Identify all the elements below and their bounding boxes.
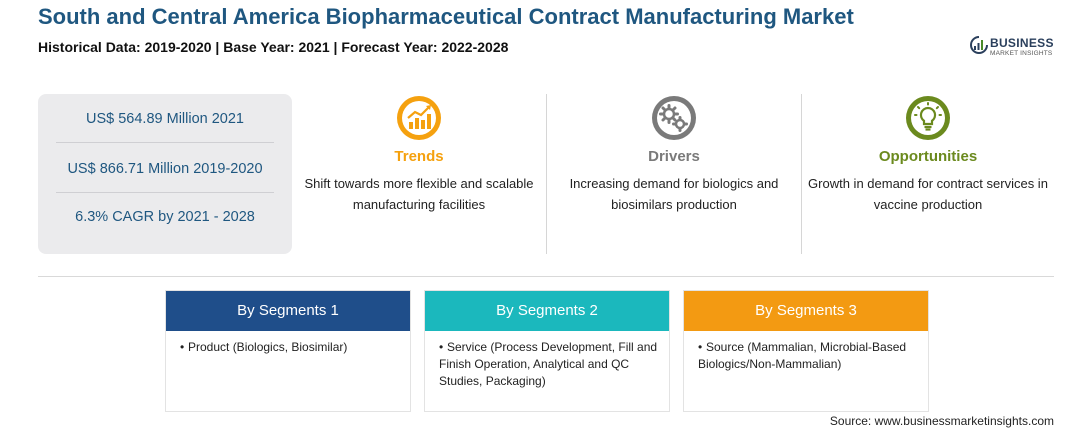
segment-2-header: By Segments 2 bbox=[425, 291, 669, 331]
segment-3-item: • Source (Mammalian, Microbial-Based Biol… bbox=[698, 340, 907, 371]
stat-divider bbox=[56, 142, 274, 143]
opportunities-text: Growth in demand for contract services i… bbox=[808, 176, 1048, 212]
source-note: Source: www.businessmarketinsights.com bbox=[829, 414, 1054, 428]
gears-icon bbox=[652, 96, 696, 140]
segment-2-item: • Service (Process Development, Fill and … bbox=[439, 340, 658, 388]
market-stats-panel: US$ 564.89 Million 2021 US$ 866.71 Milli… bbox=[38, 94, 292, 254]
drivers-card: Drivers Increasing demand for biologics … bbox=[549, 94, 799, 215]
segment-1-header: By Segments 1 bbox=[166, 291, 410, 331]
segment-3-header: By Segments 3 bbox=[684, 291, 928, 331]
drivers-label: Drivers bbox=[648, 148, 700, 165]
column-divider bbox=[801, 94, 802, 254]
lightbulb-icon bbox=[906, 96, 950, 140]
logo-sub-text: MARKET INSIGHTS bbox=[990, 50, 1053, 57]
segment-card-2: By Segments 2 • Service (Process Developm… bbox=[424, 290, 670, 412]
logo-icon bbox=[970, 36, 988, 54]
page-title: South and Central America Biopharmaceuti… bbox=[38, 4, 854, 29]
opportunities-label: Opportunities bbox=[878, 148, 978, 165]
stat-cagr: 6.3% CAGR by 2021 - 2028 bbox=[75, 209, 255, 225]
segment-card-1: By Segments 1 • Product (Biologics, Biosi… bbox=[165, 290, 411, 412]
trends-label: Trends bbox=[394, 148, 444, 165]
stat-market-historical: US$ 866.71 Million 2019-2020 bbox=[67, 161, 263, 177]
column-divider bbox=[546, 94, 547, 254]
segment-2-text: Service (Process Development, Fill and F… bbox=[439, 340, 658, 388]
stat-market-2021: US$ 564.89 Million 2021 bbox=[86, 111, 244, 127]
page-subtitle: Historical Data: 2019-2020 | Base Year: … bbox=[38, 39, 509, 55]
trends-text: Shift towards more flexible and scalable… bbox=[304, 176, 534, 212]
brand-logo: BUSINESS MARKET INSIGHTS bbox=[970, 34, 1060, 62]
segment-1-text: Product (Biologics, Biosimilar) bbox=[188, 340, 348, 354]
trends-card: Trends Shift towards more flexible and s… bbox=[294, 94, 544, 215]
segment-1-item: • Product (Biologics, Biosimilar) bbox=[180, 340, 348, 354]
drivers-text: Increasing demand for biologics and bios… bbox=[569, 176, 779, 212]
stat-divider bbox=[56, 192, 274, 193]
logo-main-text: BUSINESS bbox=[990, 36, 1054, 50]
section-divider bbox=[38, 276, 1054, 277]
trend-chart-icon bbox=[397, 96, 441, 140]
segment-card-3: By Segments 3 • Source (Mammalian, Microb… bbox=[683, 290, 929, 412]
segment-3-text: Source (Mammalian, Microbial-Based Biolo… bbox=[698, 340, 907, 371]
opportunities-card: Opportunities Growth in demand for contr… bbox=[803, 94, 1053, 215]
